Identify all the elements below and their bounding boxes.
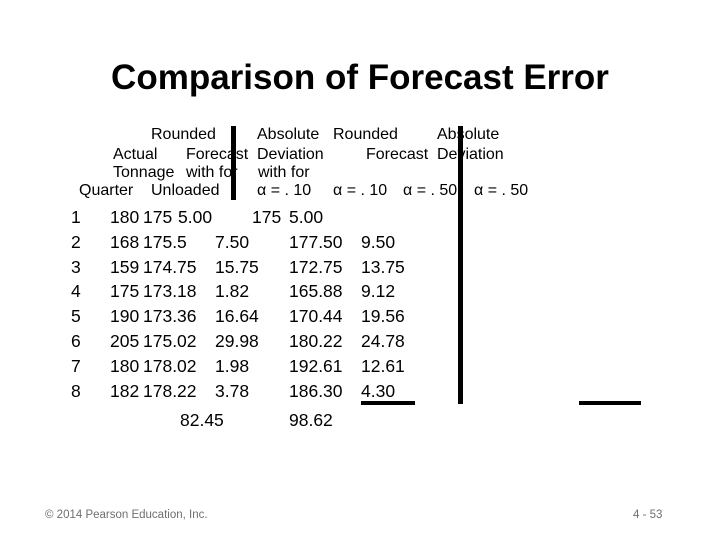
header-absolute-1: Absolute — [257, 126, 320, 143]
divider-line-2 — [458, 126, 463, 404]
cell-deviation-a10: 1.82 — [215, 281, 250, 302]
cell-forecast-a50: 180.22 — [289, 331, 343, 351]
header-rounded-1: Rounded — [151, 126, 216, 143]
cell-quarter: 4 — [71, 281, 81, 302]
header-alpha-3: α = . 50 — [403, 182, 458, 199]
total-deviation-a50: 98.62 — [289, 410, 333, 430]
cell-deviation-a10: 16.64 — [215, 306, 259, 327]
cell-deviation-a50: 9.12 — [361, 281, 396, 302]
header-quarter: Quarter — [79, 182, 134, 199]
cell-forecast-a10: 174.75 — [143, 256, 197, 277]
cell-deviation-a10: 7.50 — [215, 231, 250, 252]
cell-forecast-a50: 175 — [252, 207, 282, 227]
cell-forecast-a50: 165.88 — [289, 281, 343, 302]
cell-deviation-a10: 15.75 — [215, 256, 259, 277]
header-deviation-2: Deviation — [437, 146, 504, 163]
cell-deviation-a50: 19.56 — [361, 306, 405, 327]
cell-deviation-a50: 9.50 — [361, 231, 396, 252]
cell-actual: 175 — [110, 281, 140, 302]
cell-actual: 180 — [110, 207, 140, 227]
header-rounded-2: Rounded — [333, 126, 398, 143]
page-title: Comparison of Forecast Error — [111, 58, 609, 97]
cell-quarter: 3 — [71, 256, 81, 277]
cell-quarter: 5 — [71, 306, 81, 327]
cell-forecast-a10: 178.22 — [143, 380, 197, 401]
cell-forecast-a10: 175 — [143, 207, 173, 227]
cell-deviation-a50: 12.61 — [361, 355, 405, 376]
cell-forecast-a10: 178.02 — [143, 355, 197, 376]
cell-deviation-a10: 29.98 — [215, 331, 259, 351]
underline-deviation-a50 — [361, 401, 415, 405]
header-alpha-2: α = . 10 — [333, 182, 388, 199]
header-unloaded: Unloaded — [151, 182, 220, 199]
cell-deviation-a10: 1.98 — [215, 355, 250, 376]
cell-quarter: 6 — [71, 331, 81, 351]
cell-actual: 205 — [110, 331, 140, 351]
cell-actual: 190 — [110, 306, 140, 327]
cell-forecast-a10: 175.02 — [143, 331, 197, 351]
cell-quarter: 7 — [71, 355, 81, 376]
cell-quarter: 8 — [71, 380, 81, 401]
header-forecast-2: Forecast — [366, 146, 429, 163]
cell-actual: 180 — [110, 355, 140, 376]
header-actual: Actual — [113, 146, 158, 163]
cell-deviation-a10: 3.78 — [215, 380, 250, 401]
header-deviation-1: Deviation — [257, 146, 324, 163]
total-deviation-a10: 82.45 — [180, 410, 224, 430]
cell-forecast-a50: 172.75 — [289, 256, 343, 277]
cell-deviation-a50: 13.75 — [361, 256, 405, 277]
cell-deviation-a10: 5.00 — [178, 207, 213, 227]
cell-forecast-a10: 175.5 — [143, 231, 187, 252]
cell-quarter: 2 — [71, 231, 81, 252]
cell-forecast-a10: 173.18 — [143, 281, 197, 302]
cell-actual: 182 — [110, 380, 140, 401]
cell-actual: 168 — [110, 231, 140, 252]
header-alpha-4: α = . 50 — [474, 182, 529, 199]
cell-forecast-a50: 170.44 — [289, 306, 343, 327]
cell-actual: 159 — [110, 256, 140, 277]
cell-forecast-a10: 173.36 — [143, 306, 197, 327]
header-absolute-2: Absolute — [437, 126, 500, 143]
page-number: 4 - 53 — [633, 509, 663, 521]
cell-forecast-a50: 177.50 — [289, 231, 343, 252]
cell-quarter: 1 — [71, 207, 81, 227]
header-with-for-2: with for — [258, 164, 310, 181]
header-alpha-1: α = . 10 — [257, 182, 312, 199]
cell-deviation-a50: 5.00 — [289, 207, 324, 227]
cell-deviation-a50: 4.30 — [361, 380, 396, 401]
underline-deviation-right — [579, 401, 641, 405]
copyright-text: © 2014 Pearson Education, Inc. — [45, 509, 208, 521]
divider-line-1 — [231, 126, 236, 200]
header-with-for-1: with for — [186, 164, 238, 181]
cell-deviation-a50: 24.78 — [361, 331, 405, 351]
cell-forecast-a50: 186.30 — [289, 380, 343, 401]
header-forecast-1: Forecast — [186, 146, 249, 163]
cell-forecast-a50: 192.61 — [289, 355, 343, 376]
header-tonnage: Tonnage — [113, 164, 175, 181]
